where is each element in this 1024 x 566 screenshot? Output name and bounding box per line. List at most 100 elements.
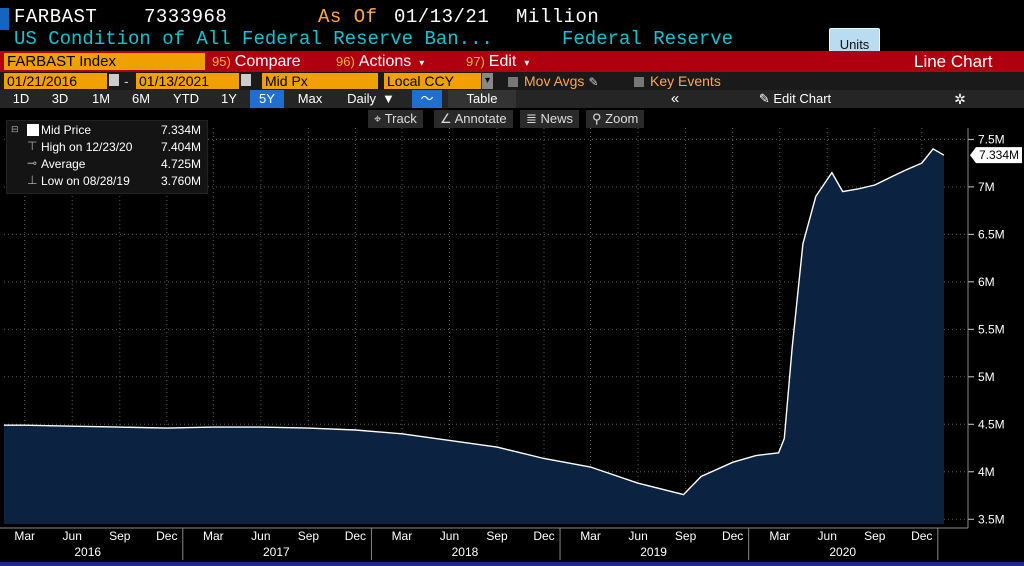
gear-icon[interactable]: ✲ <box>954 91 966 107</box>
x-axis: Mar Jun Sep Dec Mar Jun Sep Dec Mar Jun Sep Dec Mar J… <box>0 527 968 560</box>
average-marker-icon: ⊸ <box>27 156 38 170</box>
mov-avgs-label: Mov Avgs <box>524 73 585 89</box>
x-tick-label: Dec <box>722 529 743 543</box>
period-selector[interactable]: Daily ▼ <box>336 90 406 108</box>
chart-legend[interactable]: ⊟ Mid Price 7.334M ⊤ High on 12/23/20 7.… <box>6 120 208 194</box>
compare-button[interactable]: 95) Compare <box>212 51 301 72</box>
table-button[interactable]: Table <box>448 90 516 108</box>
track-label: Track <box>384 111 417 126</box>
x-tick-label: Sep <box>298 529 320 543</box>
legend-high-label: High on 12/23/20 <box>41 140 133 154</box>
range-button-1m[interactable]: 1M <box>91 91 111 106</box>
x-tick-label: Sep <box>109 529 131 543</box>
index-field[interactable]: FARBAST Index <box>4 53 205 70</box>
range-button-max[interactable]: Max <box>297 91 323 106</box>
as-of-date: 01/13/21 <box>394 6 490 28</box>
edit-chart-button[interactable]: ✎ Edit Chart <box>745 90 845 108</box>
unit-label: Million <box>516 6 600 28</box>
x-tick-label: Mar <box>14 529 35 543</box>
security-header: FARBAST 7333968 As Of 01/13/21 Million <box>0 6 1024 30</box>
function-toolbar <box>0 51 1024 72</box>
range-button-5y[interactable]: 5Y <box>250 90 284 108</box>
x-tick-label: Jun <box>440 529 459 543</box>
security-description: US Condition of All Federal Reserve Ban.… <box>14 28 493 50</box>
field-selector[interactable]: Mid Px <box>262 73 378 89</box>
actions-label: Actions <box>358 53 412 70</box>
x-tick-label: Jun <box>251 529 270 543</box>
pencil-icon: ✎ <box>588 75 599 89</box>
security-description-row: US Condition of All Federal Reserve Ban.… <box>0 28 1024 50</box>
start-date-field[interactable]: 01/21/2016 <box>4 73 107 89</box>
header-marker <box>0 8 9 30</box>
y-axis: 3.5M 4M 4.5M 5M 5.5M 6M 6.5M 7M 7.5M <box>967 128 1005 528</box>
news-tool[interactable]: ≣ News <box>520 110 580 128</box>
x-tick-label: Mar <box>580 529 601 543</box>
x-tick-label: Sep <box>864 529 886 543</box>
line-chart-icon[interactable]: 〜 <box>412 90 442 108</box>
news-label: News <box>540 111 574 126</box>
legend-average-label: Average <box>41 157 86 171</box>
currency-selector[interactable]: Local CCY <box>384 73 481 89</box>
checkbox-icon <box>634 77 644 87</box>
actions-button[interactable]: 96) Actions ▾ <box>336 51 424 72</box>
range-button-6m[interactable]: 6M <box>131 91 151 106</box>
price-chart[interactable]: 3.5M 4M 4.5M 5M 5.5M 6M 6.5M 7M 7.5M Mar Jun Sep De… <box>0 108 1024 562</box>
edit-button[interactable]: 97) Edit ▾ <box>466 51 529 72</box>
chevron-down-icon: ▾ <box>419 58 425 69</box>
chart-type-button[interactable]: Line Chart <box>914 52 993 71</box>
legend-high-value: 7.404M <box>160 140 201 154</box>
price-line <box>4 147 945 496</box>
range-button-3d[interactable]: 3D <box>51 91 69 106</box>
bottom-status-bar <box>0 562 1024 566</box>
annotate-tool[interactable]: ∠ Annotate <box>434 110 513 128</box>
compare-label: Compare <box>234 53 301 70</box>
y-tick-label: 7M <box>978 180 995 194</box>
x-year-label: 2019 <box>640 545 667 559</box>
legend-average-value: 4.725M <box>160 157 201 171</box>
chevron-down-icon[interactable]: ▾ <box>482 73 493 89</box>
range-button-1y[interactable]: 1Y <box>221 91 237 106</box>
low-marker-icon: ⊥ <box>27 173 38 187</box>
pencil-icon: ✎ <box>758 91 770 106</box>
track-tool[interactable]: ⌖ Track <box>368 110 423 128</box>
y-tick-label: 6.5M <box>978 227 1005 241</box>
zoom-tool[interactable]: ⚲ Zoom <box>586 110 645 128</box>
mov-avgs-toggle[interactable]: Mov Avgs ✎ <box>508 73 599 90</box>
key-events-toggle[interactable]: Key Events <box>634 73 721 90</box>
range-button-1d[interactable]: 1D <box>12 91 30 106</box>
x-tick-label: Jun <box>63 529 82 543</box>
x-tick-label: Mar <box>392 529 413 543</box>
data-source: Federal Reserve <box>562 28 734 50</box>
edit-chart-label: Edit Chart <box>773 91 832 106</box>
annotate-label: Annotate <box>454 111 507 126</box>
x-tick-label: Dec <box>345 529 366 543</box>
price-area-fill <box>4 148 944 524</box>
x-tick-label: Mar <box>203 529 224 543</box>
calendar-icon[interactable] <box>109 74 119 86</box>
y-tick-label: 4.5M <box>978 417 1005 431</box>
end-date-field[interactable]: 01/13/2021 <box>136 73 239 89</box>
x-tick-label: Sep <box>486 529 508 543</box>
collapse-icon[interactable]: ⊟ <box>11 124 19 134</box>
x-year-label: 2020 <box>829 545 856 559</box>
collapse-chevrons-icon[interactable]: « <box>670 90 680 107</box>
edit-label: Edit <box>488 53 517 70</box>
key-events-label: Key Events <box>650 73 721 89</box>
x-tick-label: Jun <box>628 529 647 543</box>
crosshair-icon: ⌖ <box>374 111 382 126</box>
pencil-icon: ∠ <box>440 111 452 126</box>
x-tick-label: Mar <box>769 529 790 543</box>
date-separator: - <box>124 73 129 89</box>
edit-number: 97) <box>466 54 485 69</box>
range-button-ytd[interactable]: YTD <box>173 91 199 106</box>
calendar-icon[interactable] <box>241 74 251 86</box>
y-tick-label: 5.5M <box>978 322 1005 336</box>
last-price-label: 7.334M <box>979 148 1019 162</box>
legend-mid-price-value: 7.334M <box>160 123 201 137</box>
x-tick-label: Dec <box>911 529 932 543</box>
period-label: Daily <box>347 91 377 106</box>
x-tick-label: Jun <box>818 529 837 543</box>
last-price-tag <box>970 147 1022 164</box>
series-color-swatch <box>27 124 39 136</box>
as-of-label: As Of <box>318 6 378 28</box>
